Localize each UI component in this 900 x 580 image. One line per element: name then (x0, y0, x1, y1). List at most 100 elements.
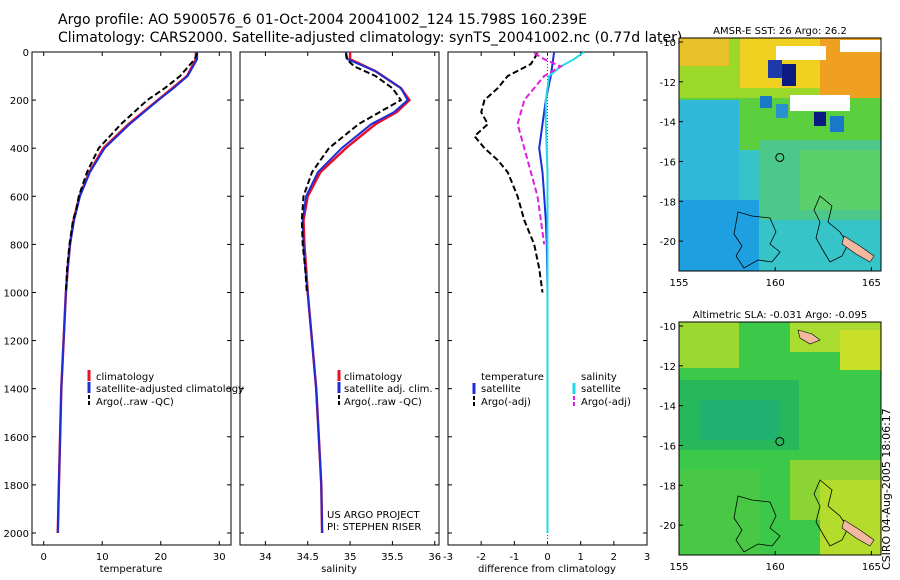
legend-header-temperature: temperature (481, 372, 544, 383)
sst-land-pixel (760, 96, 772, 108)
x-tick-label: 30 (213, 552, 226, 563)
sla-green-band (700, 400, 780, 440)
series-line-climatology (56, 52, 198, 534)
series-line-argo (300, 53, 403, 293)
salinity-axes: 34 34.5 35 35.5 36 (240, 51, 441, 563)
legend-label-satellite: satellite adj. clim. (344, 384, 433, 395)
salinity-legend: climatology satellite adj. clim. Argo(..… (337, 370, 433, 408)
series-line-salinity_sat (544, 52, 585, 533)
y-tick-label: 2000 (4, 529, 29, 540)
legend-label-temp-satellite: satellite (481, 384, 521, 395)
sst-land-pixel (768, 60, 782, 78)
legend-label-climatology: climatology (344, 372, 402, 383)
sla-map-frame (678, 321, 882, 556)
sla-map-image (679, 322, 881, 555)
salinity-xlabel: salinity (321, 564, 357, 575)
sla-green-band (679, 470, 759, 555)
temperature-series (56, 52, 199, 534)
map-y-tick-label: -12 (660, 78, 676, 89)
legend-label-satellite: satellite-adjusted climatology (96, 384, 244, 395)
y-tick-label: 1000 (4, 288, 29, 299)
map-y-tick-label: -20 (660, 521, 676, 532)
x-tick-label: 2 (611, 552, 617, 563)
difference-series (473, 52, 585, 533)
temperature-legend: climatology satellite-adjusted climatolo… (87, 370, 244, 408)
sla-map-axes: 155 160 165 -10 -12 -14 -16 -18 -20 (660, 322, 881, 573)
sst-land-pixel (782, 64, 796, 86)
sla-yellow-patch (679, 322, 739, 368)
x-tick-label: -3 (443, 552, 453, 563)
difference-xlabel: difference from climatology (478, 564, 616, 575)
map-y-tick-label: -18 (660, 481, 676, 492)
project-credit-line2: PI: STEPHEN RISER (327, 522, 421, 533)
temperature-xlabel: temperature (100, 564, 163, 575)
sst-coastline (733, 211, 781, 269)
map-y-tick-label: -10 (660, 322, 676, 333)
x-tick-label: 34 (259, 552, 272, 563)
legend-header-salinity: salinity (581, 372, 617, 383)
sst-green-east (800, 150, 881, 210)
map-y-tick-label: -10 (660, 38, 676, 49)
x-tick-label: 35 (344, 552, 357, 563)
project-credit-line1: US ARGO PROJECT (327, 510, 421, 521)
sst-mask (776, 46, 826, 60)
x-tick-label: -2 (476, 552, 486, 563)
sst-mask (840, 40, 881, 52)
y-tick-label: 0 (23, 48, 29, 59)
series-line-salinity_diff (516, 52, 564, 245)
map-y-tick-label: -12 (660, 362, 676, 373)
y-tick-label: 400 (10, 144, 29, 155)
legend-label-sal-satellite: satellite (581, 384, 621, 395)
map-y-tick-label: -16 (660, 157, 676, 168)
map-y-tick-label: -18 (660, 197, 676, 208)
x-tick-label: -1 (509, 552, 519, 563)
sst-mask (790, 95, 850, 111)
x-tick-label: 1 (577, 552, 583, 563)
y-tick-label: 1800 (4, 481, 29, 492)
temperature-axes: 0 10 20 30 0 200 400 600 800 1000 1200 1400 1600 1800… (4, 48, 231, 563)
sst-map-title: AMSR-E SST: 26 Argo: 26.2 (713, 26, 847, 37)
sst-orange-left (679, 38, 729, 66)
x-tick-label: 0 (544, 552, 550, 563)
sla-coastline (733, 495, 781, 553)
map-y-tick-label: -14 (660, 118, 676, 129)
sst-land-pixel (814, 112, 826, 126)
x-tick-label: 3 (644, 552, 650, 563)
series-line-argo (64, 52, 199, 293)
map-x-tick-label: 165 (862, 562, 881, 573)
sst-map-frame (678, 37, 882, 272)
sla-argo-marker (775, 436, 785, 446)
y-tick-label: 200 (10, 96, 29, 107)
sst-coastline (813, 195, 849, 263)
sst-new-caledonia (841, 235, 875, 263)
figure-title-line1: Argo profile: AO 5900576_6 01-Oct-2004 2… (58, 12, 587, 28)
y-tick-label: 800 (10, 240, 29, 251)
x-tick-label: 35.5 (381, 552, 403, 563)
series-line-argo (473, 52, 544, 293)
legend-label-climatology: climatology (96, 372, 154, 383)
sla-yellow-patch (840, 330, 881, 370)
sst-argo-marker (775, 152, 785, 162)
map-x-tick-label: 155 (669, 562, 688, 573)
map-y-tick-label: -16 (660, 441, 676, 452)
temperature-plot-frame (31, 51, 232, 546)
x-tick-label: 20 (154, 552, 167, 563)
salinity-series (300, 52, 412, 534)
x-tick-label: 34.5 (297, 552, 319, 563)
sst-map-axes: 155 160 165 -10 -12 -14 -16 -18 -20 (660, 38, 881, 289)
difference-legend: temperature satellite Argo(-adj) salinit… (472, 372, 631, 408)
x-tick-label: 36 (428, 552, 441, 563)
sst-land-pixel (776, 104, 788, 118)
sst-land-pixel (830, 116, 844, 132)
map-x-tick-label: 160 (766, 278, 785, 289)
y-tick-label: 1600 (4, 433, 29, 444)
y-tick-label: 600 (10, 192, 29, 203)
salinity-plot-frame (239, 51, 440, 546)
sla-coastline (813, 479, 849, 547)
figure-title-line2: Climatology: CARS2000. Satellite-adjuste… (58, 30, 683, 46)
map-x-tick-label: 160 (766, 562, 785, 573)
legend-label-sal-argo: Argo(-adj) (581, 397, 631, 408)
series-line-satellite (301, 52, 409, 534)
sla-island (797, 329, 821, 345)
